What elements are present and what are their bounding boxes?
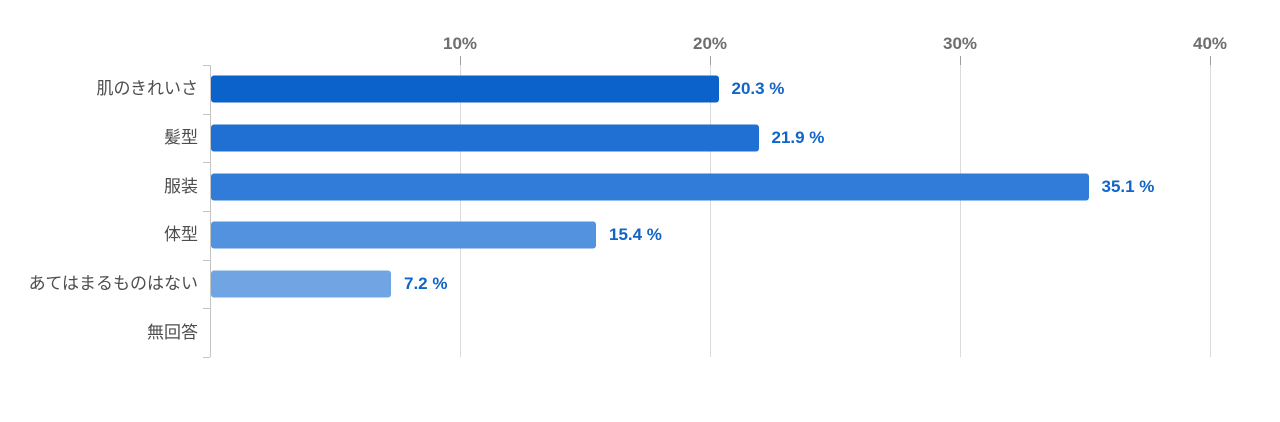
x-tick-label: 20%	[692, 34, 728, 53]
value-label: 21.9 %	[771, 127, 825, 147]
bar	[211, 124, 759, 152]
y-axis-tick	[203, 65, 210, 66]
gridline	[960, 65, 961, 357]
category-label: 肌のきれいさ	[96, 79, 199, 99]
category-label: あてはまるものはない	[28, 273, 198, 293]
bar-row: 髪型 21.9 %	[0, 114, 1280, 163]
x-tick-mark	[460, 56, 461, 66]
gridline	[460, 65, 461, 357]
x-tick-label: 10%	[442, 34, 478, 53]
bar	[211, 270, 391, 298]
gridline	[710, 65, 711, 357]
bar-row: あてはまるものはない 7.2 %	[0, 260, 1280, 309]
bar-row: 服装 35.1 %	[0, 162, 1280, 211]
category-label: 体型	[164, 225, 198, 245]
y-axis-tick	[203, 113, 210, 115]
x-tick-mark	[710, 56, 711, 66]
bar-row: 肌のきれいさ 20.3 %	[0, 65, 1280, 114]
bar-row: 体型 15.4 %	[0, 211, 1280, 260]
gridline	[1210, 65, 1211, 357]
y-axis-tick	[203, 308, 210, 310]
x-tick-label: 40%	[1192, 34, 1228, 53]
value-label: 7.2 %	[404, 273, 448, 293]
y-axis-tick	[203, 211, 210, 212]
value-label: 15.4 %	[609, 225, 662, 245]
bar	[211, 173, 1089, 201]
y-axis-tick	[203, 162, 210, 164]
y-axis-tick	[203, 259, 210, 261]
x-tick-label: 30%	[942, 34, 978, 53]
bar	[211, 221, 596, 249]
value-label: 20.3 %	[731, 79, 785, 99]
category-label: 髪型	[164, 127, 198, 147]
x-tick-mark	[960, 56, 961, 66]
category-label: 無回答	[147, 322, 198, 342]
bar	[211, 75, 719, 103]
y-axis-line	[210, 65, 211, 357]
y-axis-tick	[203, 357, 210, 358]
value-label: 35.1 %	[1101, 176, 1155, 196]
category-label: 服装	[164, 176, 198, 196]
x-tick-mark	[1210, 56, 1211, 66]
bar-row: 無回答	[0, 308, 1280, 357]
